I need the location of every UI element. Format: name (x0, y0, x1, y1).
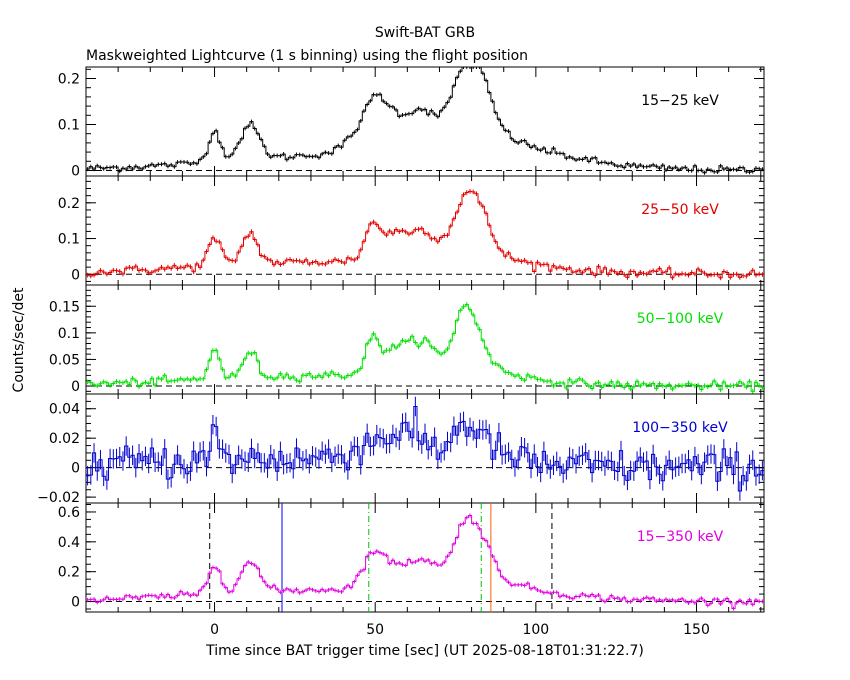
y-tick-label: 0 (71, 163, 80, 179)
y-tick-label: 0.02 (49, 431, 80, 447)
band-label: 15−25 keV (641, 93, 719, 109)
y-tick-label: 0.4 (58, 535, 80, 551)
lightcurve-series (86, 515, 764, 609)
y-tick-label: 0.2 (58, 565, 80, 581)
lightcurve-series (86, 406, 764, 492)
y-tick-label: 0 (71, 595, 80, 611)
y-tick-label: 0.2 (58, 71, 80, 87)
panel-frame (85, 175, 765, 286)
y-tick-label: 0.2 (58, 196, 80, 212)
x-axis-label: Time since BAT trigger time [sec] (UT 20… (205, 643, 644, 659)
band-label: 15−350 keV (637, 529, 724, 545)
band-label: 100−350 keV (632, 420, 728, 436)
panel-frame (85, 66, 765, 177)
y-tick-label: 0.1 (58, 326, 80, 342)
x-tick-label: 0 (210, 622, 219, 638)
y-tick-label: 0.04 (49, 402, 80, 418)
y-tick-label: 0.6 (58, 505, 80, 521)
lightcurve-series (86, 190, 764, 279)
panel-1: 0 0.1 0.2 15−25 keV (58, 66, 765, 179)
y-tick-label: 0 (71, 267, 80, 283)
chart-title: Swift-BAT GRB (375, 25, 475, 41)
band-label: 50−100 keV (637, 311, 724, 327)
y-tick-label: 0.05 (49, 352, 80, 368)
panel-2: 0 0.1 0.2 25−50 keV (58, 175, 765, 286)
panel-4: −0.02 0 0.02 0.04 100−350 keV (37, 393, 765, 506)
x-tick-label: 50 (366, 622, 384, 638)
panels-group: 0 0.1 0.2 15−25 keV 0 0.1 0.2 25−50 keV 0 0.05 0.1… (37, 66, 765, 638)
lightcurve-series (86, 66, 764, 174)
band-label: 25−50 keV (641, 202, 719, 218)
y-tick-label: −0.02 (37, 490, 80, 506)
y-tick-label: 0 (71, 379, 80, 395)
y-axis-label: Counts/sec/det (11, 287, 27, 392)
panel-3: 0 0.05 0.1 0.15 50−100 keV (49, 284, 765, 395)
chart-subtitle: Maskweighted Lightcurve (1 s binning) us… (86, 48, 528, 64)
panel-frame (85, 502, 765, 613)
y-tick-label: 0.1 (58, 117, 80, 133)
y-tick-label: 0.15 (49, 299, 80, 315)
lightcurve-series (86, 304, 764, 392)
y-tick-label: 0.1 (58, 232, 80, 248)
panel-5: 0 0.2 0.4 0.6 15−350 keV (58, 502, 765, 613)
x-tick-label: 100 (522, 622, 549, 638)
x-tick-label: 150 (683, 622, 710, 638)
y-tick-label: 0 (71, 461, 80, 477)
